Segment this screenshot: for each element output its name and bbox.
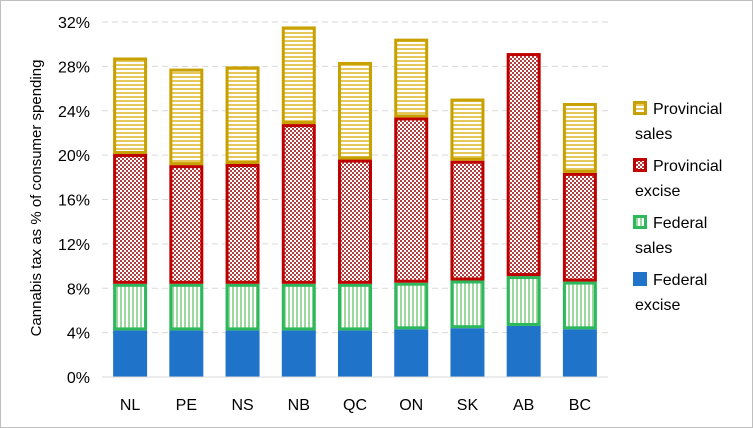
bar-segment (225, 164, 260, 284)
legend-item: Federal excise (633, 272, 707, 314)
bar-group-ab (506, 53, 541, 377)
bar-segment (113, 330, 148, 377)
legend-label: Provincial (653, 101, 722, 118)
bar-group-nb (281, 26, 316, 377)
legend: Provincial sales Provincial excise Federal sa… (633, 101, 722, 314)
x-tick-label: BC (569, 397, 591, 414)
bar-segment (281, 283, 316, 331)
bar-segment (281, 26, 316, 125)
legend-label: excise (635, 297, 680, 314)
bar-segment (394, 117, 429, 283)
legend-swatch (633, 272, 647, 286)
y-tick-label: 28% (58, 59, 90, 76)
x-tick-label: SK (457, 397, 479, 414)
legend-label: sales (635, 240, 672, 257)
bar-group-on (394, 38, 429, 377)
bar-segment (169, 68, 204, 166)
x-tick-label: QC (343, 397, 367, 414)
bar-segment (450, 328, 485, 377)
bar-segment (338, 330, 372, 377)
bar-segment (225, 330, 260, 377)
bar-group-ns (225, 66, 260, 377)
bar-segment (394, 282, 429, 330)
y-tick-label: 4% (67, 326, 90, 343)
bar-group-sk (450, 98, 485, 377)
y-tick-label: 24% (58, 104, 90, 121)
legend-label: sales (635, 126, 672, 143)
bar-segment (394, 38, 429, 118)
y-tick-label: 16% (58, 193, 90, 210)
legend-label: Federal (653, 215, 707, 232)
bar-segment (281, 124, 316, 284)
legend-label: Provincial (653, 158, 722, 175)
y-axis-label: Cannabis tax as % of consumer spending (28, 60, 45, 337)
y-tick-label: 20% (58, 148, 90, 165)
bar-segment (225, 66, 260, 164)
legend-item: Provincial sales (633, 101, 722, 143)
y-tick-label: 12% (58, 237, 90, 254)
legend-item: Provincial excise (633, 158, 722, 200)
x-tick-label: PE (176, 397, 197, 414)
legend-label: Federal (653, 272, 707, 289)
x-tick-label: NB (288, 397, 310, 414)
legend-swatch (633, 101, 647, 115)
bar-segment (169, 330, 204, 377)
bar-segment (450, 98, 485, 161)
y-tick-label: 8% (67, 281, 90, 298)
legend-label: excise (635, 183, 680, 200)
x-tick-label: ON (399, 397, 423, 414)
x-axis: NL PE NS NB QC ON SK AB BC (120, 397, 591, 414)
y-tick-label: 32% (58, 15, 90, 32)
bar-segment (113, 154, 148, 284)
bar-segment (450, 160, 485, 281)
y-axis: 0% 4% 8% 12% 16% 20% 24% 28% 32% (58, 15, 608, 387)
x-tick-label: NL (120, 397, 141, 414)
bar-segment (562, 172, 597, 282)
bar-segment (225, 283, 260, 331)
legend-swatch (633, 215, 647, 229)
bar-group-nl (113, 57, 148, 377)
bar-segment (281, 330, 316, 377)
legend-swatch (633, 158, 647, 172)
bar-group-bc (562, 102, 597, 377)
bars (113, 26, 597, 377)
bar-segment (450, 280, 485, 329)
bar-group-pe (169, 68, 204, 377)
bar-segment (113, 283, 148, 331)
x-tick-label: NS (231, 397, 253, 414)
bar-segment (562, 281, 597, 330)
bar-segment (562, 329, 597, 377)
bar-segment (338, 159, 372, 284)
bar-segment (562, 102, 597, 173)
bar-segment (506, 325, 541, 377)
y-tick-label: 0% (67, 370, 90, 387)
bar-segment (338, 283, 372, 331)
bar-group-qc (338, 61, 372, 377)
bar-segment (506, 53, 541, 277)
x-tick-label: AB (513, 397, 534, 414)
bar-segment (506, 276, 541, 326)
legend-item: Federal sales (633, 215, 707, 257)
bar-segment (394, 329, 429, 377)
bar-segment (169, 165, 204, 284)
bar-segment (113, 57, 148, 155)
bar-segment (338, 61, 372, 160)
bar-segment (169, 283, 204, 331)
